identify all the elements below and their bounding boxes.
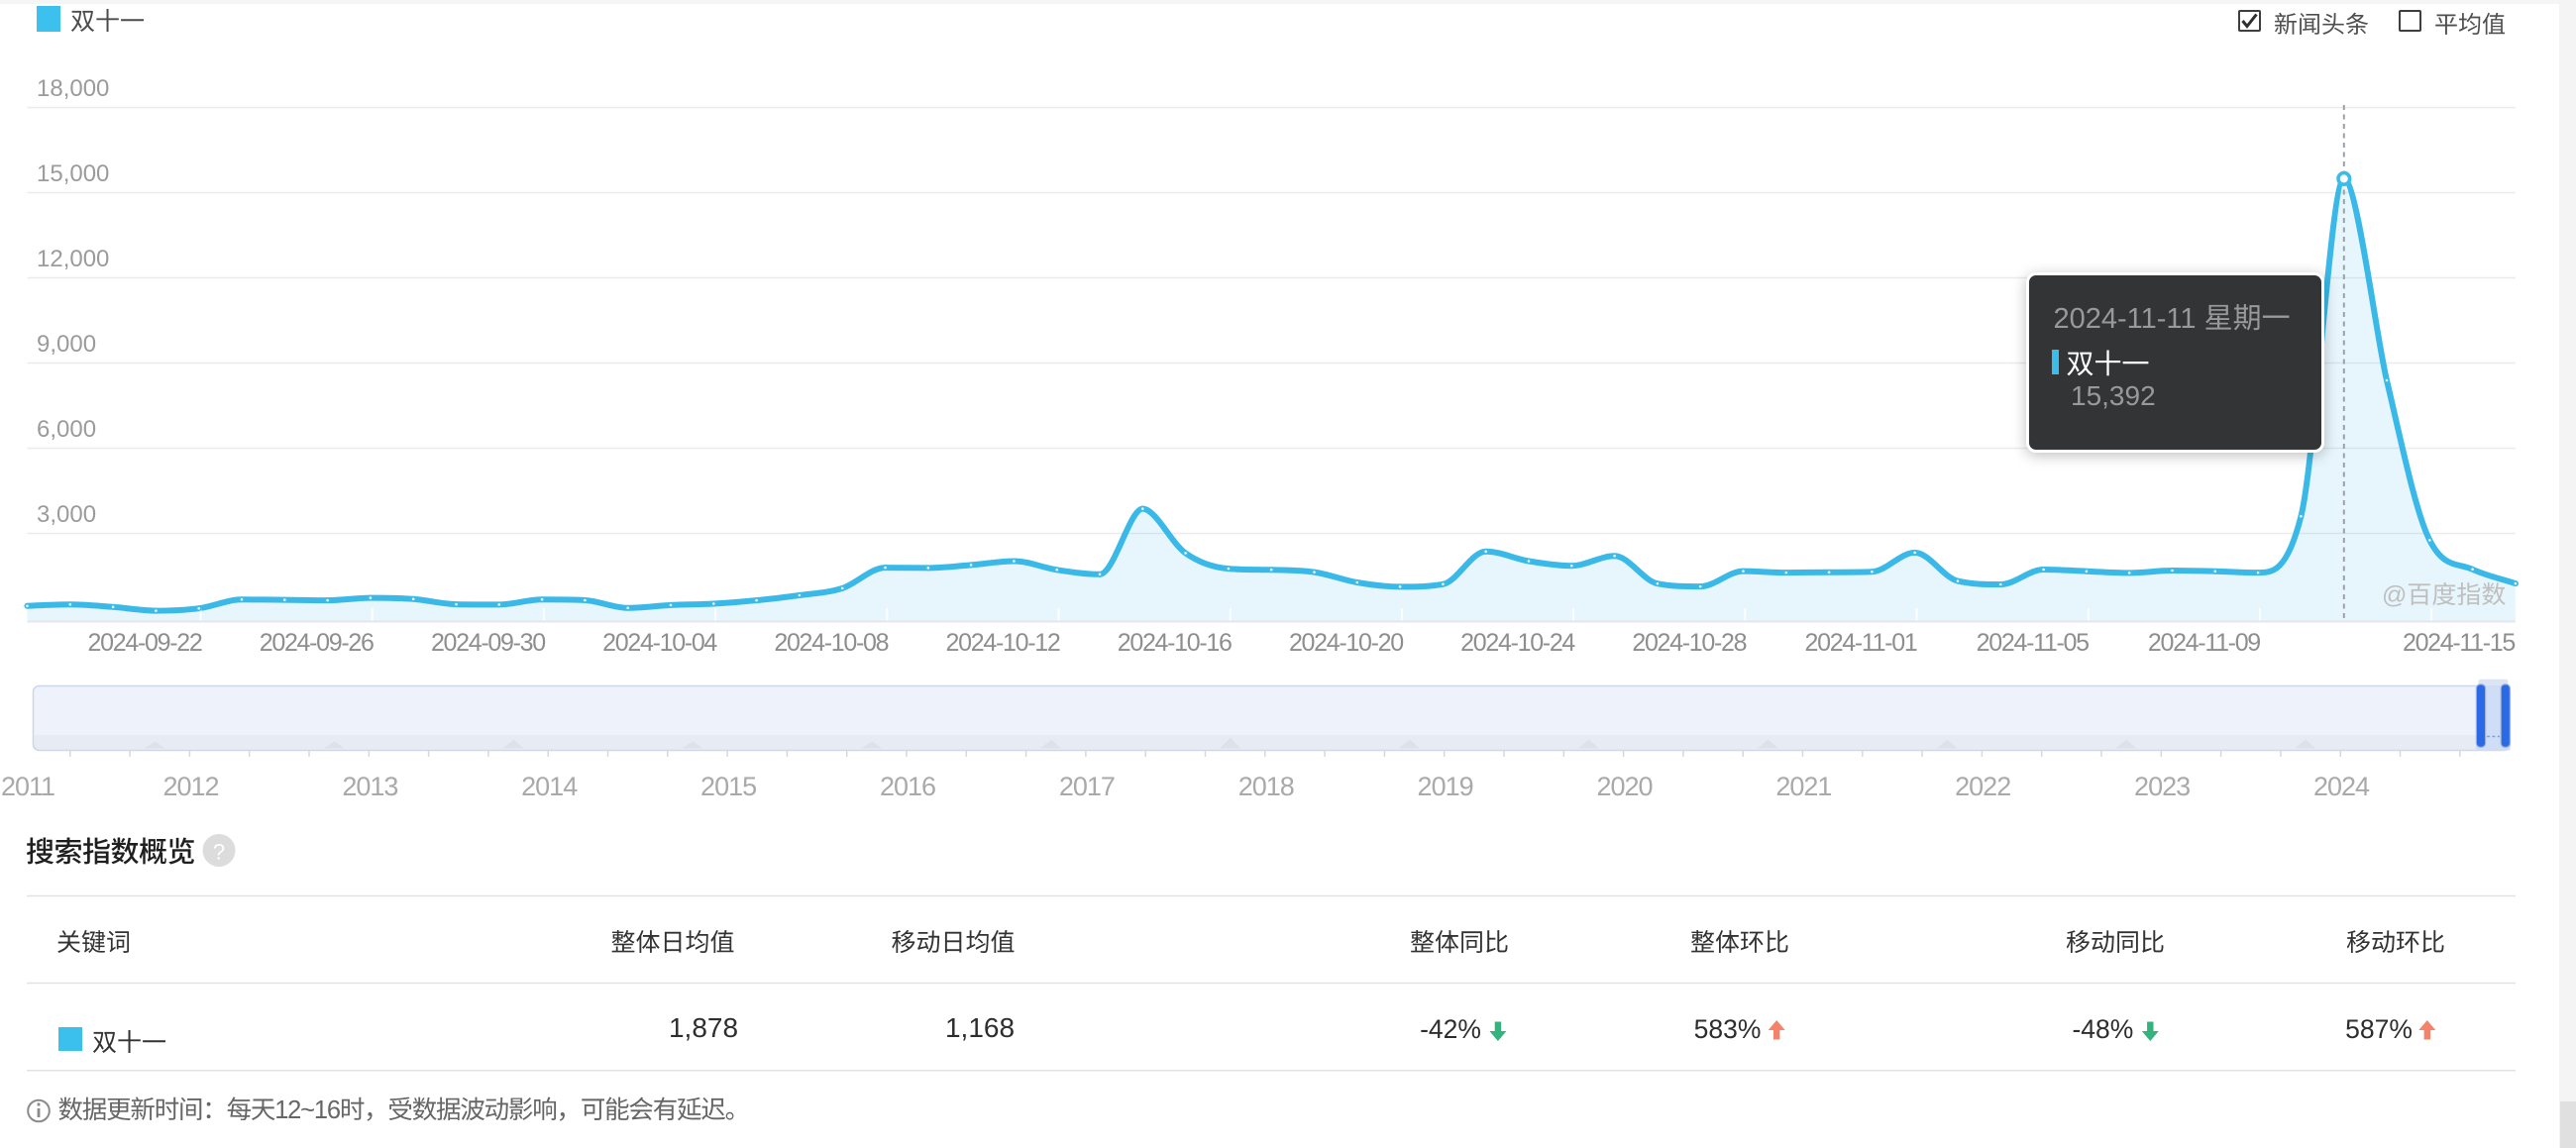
svg-text:?: ?	[213, 840, 225, 865]
